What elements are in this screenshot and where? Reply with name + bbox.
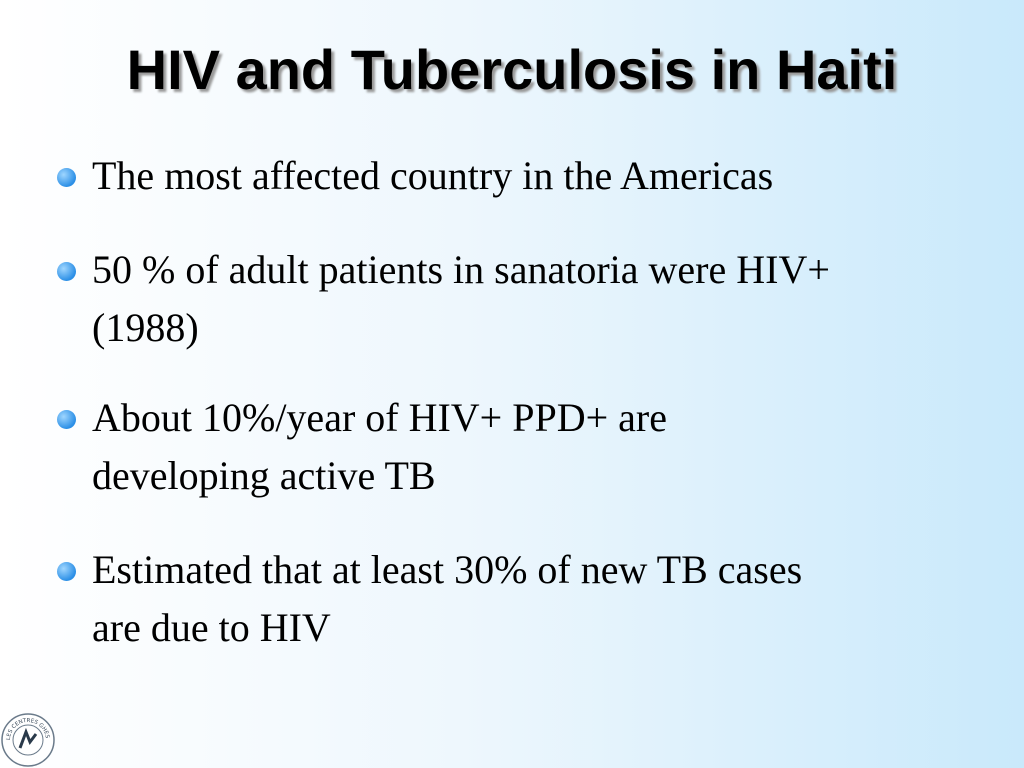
bullet-text: 50 % of adult patients in sanatoria were… bbox=[92, 247, 830, 292]
bullet-text: Estimated that at least 30% of new TB ca… bbox=[92, 547, 803, 592]
logo-figure bbox=[18, 727, 38, 749]
logo: LES CENTRES GHESKIO bbox=[0, 712, 55, 767]
bullet-text: are due to HIV bbox=[92, 605, 331, 650]
bullet-text: About 10%/year of HIV+ PPD+ are bbox=[92, 395, 667, 440]
bullet-dot bbox=[57, 410, 76, 429]
bullet-item: The most affected country in the America… bbox=[57, 147, 774, 205]
bullet-dot bbox=[57, 262, 76, 281]
bullet-item: 50 % of adult patients in sanatoria were… bbox=[57, 241, 830, 357]
bullet-dot bbox=[57, 168, 76, 187]
bullet-text: (1988) bbox=[92, 305, 199, 350]
bullet-text: The most affected country in the America… bbox=[92, 153, 774, 198]
bullet-item: Estimated that at least 30% of new TB ca… bbox=[57, 541, 803, 657]
slide-title: HIV and Tuberculosis in Haiti bbox=[126, 38, 898, 101]
bullet-item: About 10%/year of HIV+ PPD+ are developin… bbox=[57, 389, 667, 505]
bullet-dot bbox=[57, 562, 76, 581]
logo-inner-ring bbox=[12, 724, 44, 756]
bullet-text: developing active TB bbox=[92, 453, 436, 498]
